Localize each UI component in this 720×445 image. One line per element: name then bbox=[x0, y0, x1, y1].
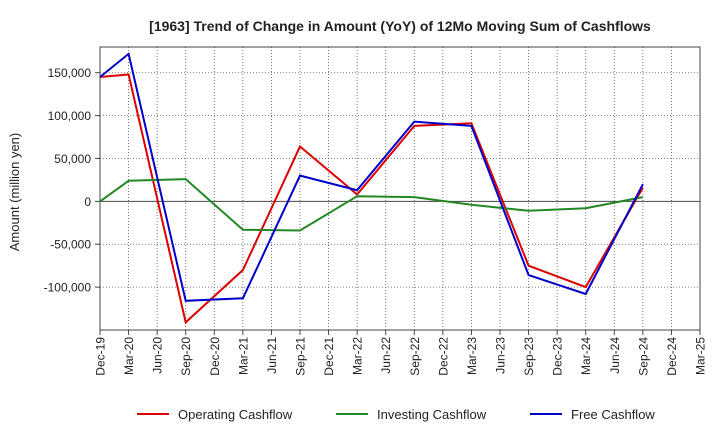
y-tick-label: 50,000 bbox=[54, 152, 91, 166]
x-tick-label: Mar-22 bbox=[351, 337, 365, 375]
operating-cashflow-legend-label: Operating Cashflow bbox=[178, 407, 293, 422]
x-tick-label: Jun-22 bbox=[379, 337, 393, 374]
x-tick-label: Jun-20 bbox=[151, 337, 165, 374]
y-tick-label: 0 bbox=[84, 195, 91, 209]
x-tick-label: Dec-24 bbox=[665, 337, 679, 376]
x-tick-label: Mar-20 bbox=[122, 337, 136, 375]
y-tick-label: -100,000 bbox=[44, 281, 92, 295]
x-tick-label: Sep-23 bbox=[522, 337, 536, 376]
x-tick-label: Dec-19 bbox=[94, 337, 108, 376]
plot-background bbox=[100, 47, 700, 330]
x-tick-label: Mar-23 bbox=[465, 337, 479, 375]
x-tick-label: Sep-24 bbox=[636, 337, 650, 376]
y-tick-label: 150,000 bbox=[48, 66, 92, 80]
x-tick-label: Sep-21 bbox=[294, 337, 308, 376]
y-tick-label: 100,000 bbox=[48, 109, 92, 123]
chart-title: [1963] Trend of Change in Amount (YoY) o… bbox=[149, 18, 651, 34]
y-tick-label: -50,000 bbox=[50, 238, 91, 252]
x-tick-label: Sep-22 bbox=[408, 337, 422, 376]
x-tick-label: Sep-20 bbox=[179, 337, 193, 376]
investing-cashflow-legend-label: Investing Cashflow bbox=[377, 407, 487, 422]
x-tick-label: Mar-21 bbox=[236, 337, 250, 375]
x-tick-label: Mar-24 bbox=[579, 337, 593, 375]
x-tick-label: Dec-23 bbox=[551, 337, 565, 376]
y-axis-label: Amount (million yen) bbox=[7, 133, 22, 252]
chart-legend: Operating Cashflow Investing Cashflow Free… bbox=[137, 407, 655, 422]
x-tick-label: Jun-21 bbox=[265, 337, 279, 374]
x-tick-label: Dec-21 bbox=[322, 337, 336, 376]
plot-area: 150,000 100,000 50,000 0 -50,000 -100,000 Dec-… bbox=[44, 47, 708, 376]
x-tick-label: Dec-22 bbox=[436, 337, 450, 376]
x-tick-label: Jun-24 bbox=[608, 337, 622, 374]
free-cashflow-legend-label: Free Cashflow bbox=[571, 407, 655, 422]
x-tick-label: Jun-23 bbox=[494, 337, 508, 374]
x-tick-label: Dec-20 bbox=[208, 337, 222, 376]
x-tick-label: Mar-25 bbox=[694, 337, 708, 375]
